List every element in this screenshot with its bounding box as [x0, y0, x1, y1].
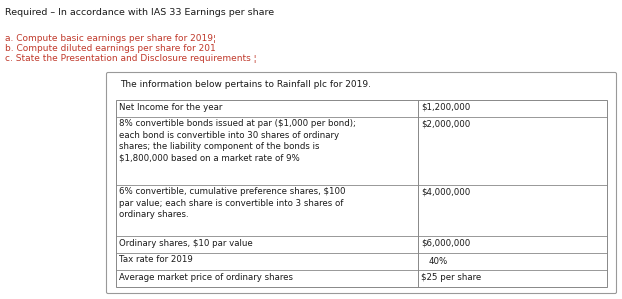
Text: $4,000,000: $4,000,000 — [421, 187, 470, 196]
Text: 40%: 40% — [429, 257, 448, 266]
Text: 6% convertible, cumulative preference shares, $100
par value; each share is conv: 6% convertible, cumulative preference sh… — [119, 187, 345, 219]
Bar — [116, 100, 607, 287]
Text: $6,000,000: $6,000,000 — [421, 239, 470, 248]
Text: Ordinary shares, $10 par value: Ordinary shares, $10 par value — [119, 239, 253, 248]
Text: Net Income for the year: Net Income for the year — [119, 103, 223, 112]
Text: $1,200,000: $1,200,000 — [421, 103, 470, 112]
Text: Tax rate for 2019: Tax rate for 2019 — [119, 256, 193, 265]
Text: a. Compute basic earnings per share for 2019¦: a. Compute basic earnings per share for … — [5, 34, 216, 43]
FancyBboxPatch shape — [106, 72, 616, 294]
Text: $2,000,000: $2,000,000 — [421, 120, 470, 129]
Text: Average market price of ordinary shares: Average market price of ordinary shares — [119, 272, 293, 281]
Text: b. Compute diluted earnings per share for 201: b. Compute diluted earnings per share fo… — [5, 44, 216, 53]
Text: $25 per share: $25 per share — [421, 272, 481, 281]
Text: Required – In accordance with IAS 33 Earnings per share: Required – In accordance with IAS 33 Ear… — [5, 8, 274, 17]
Text: The information below pertains to Rainfall plc for 2019.: The information below pertains to Rainfa… — [120, 80, 371, 89]
Text: 8% convertible bonds issued at par ($1,000 per bond);
each bond is convertible i: 8% convertible bonds issued at par ($1,0… — [119, 120, 356, 163]
Text: c. State the Presentation and Disclosure requirements ¦: c. State the Presentation and Disclosure… — [5, 54, 257, 63]
